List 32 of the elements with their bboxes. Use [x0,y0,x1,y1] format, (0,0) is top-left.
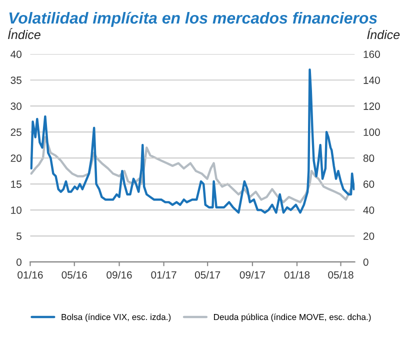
y2-tick-label: 120 [364,102,380,110]
y-tick-label: 10 [11,206,22,214]
y2-tick-label: 0 [363,258,368,266]
y-tick-label: 20 [10,154,22,162]
y-axis-title: Índice [8,28,40,40]
y2-tick-label: 20 [363,232,374,240]
y2-tick-label: 140 [364,76,380,84]
y-tick-label: 15 [11,180,22,188]
x-tick-label: 09/17 [240,270,265,279]
legend-label: Deuda pública (índice MOVE, esc. dcha.) [214,314,371,322]
x-tick-label: 05/18 [328,270,354,279]
y-tick-label: 5 [16,232,22,240]
x-tick-label: 05/17 [194,270,220,279]
y-tick-label: 35 [10,76,22,84]
x-tick-label: 09/16 [106,270,132,279]
y-tick-label: 25 [10,128,22,136]
y-tick-label: 30 [10,102,22,110]
line-series [30,68,355,214]
y2-tick-label: 80 [363,154,374,162]
y2-tick-label: 160 [364,50,380,58]
y-tick-label: 0 [16,258,22,266]
x-tick-label: 01/17 [151,270,176,279]
chart-title: Volatilidad implícita en los mercados financieros [9,12,378,27]
x-tick-label: 01/18 [284,270,310,279]
y2-axis-title: Índice [367,28,400,40]
y2-tick-label: 60 [364,180,374,188]
y-tick-label: 40 [10,50,22,58]
x-tick-label: 01/16 [18,270,43,279]
legend-label: Bolsa (índice VIX, esc. izda.) [62,314,171,322]
x-tick-label: 05/16 [62,270,87,279]
y2-tick-label: 40 [363,206,374,214]
y2-tick-label: 100 [364,128,380,136]
